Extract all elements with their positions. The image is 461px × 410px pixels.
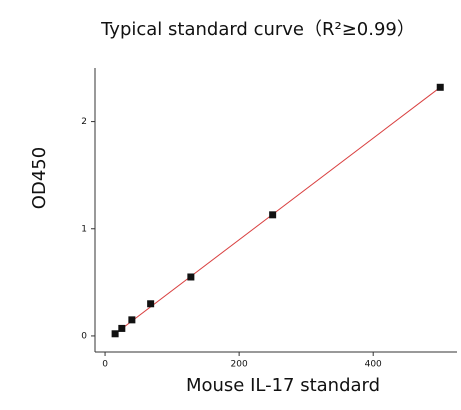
y-axis-label: OD450 <box>29 147 50 209</box>
data-point <box>118 324 126 332</box>
x-axis-label: Mouse IL-17 standard <box>186 375 380 396</box>
chart-title: Typical standard curve（R²≥0.99） <box>100 19 415 40</box>
data-point <box>111 330 119 338</box>
data-point <box>269 211 277 219</box>
data-point <box>128 316 136 324</box>
data-point <box>187 273 195 281</box>
x-tick-label: 0 <box>102 360 108 370</box>
y-tick-label: 2 <box>81 117 87 127</box>
x-tick-label: 200 <box>231 360 248 370</box>
data-point <box>147 300 155 308</box>
y-tick-label: 0 <box>81 331 87 341</box>
data-point <box>436 83 444 91</box>
x-tick-label: 400 <box>365 360 382 370</box>
y-tick-label: 1 <box>81 224 87 234</box>
fit-line <box>114 86 441 335</box>
